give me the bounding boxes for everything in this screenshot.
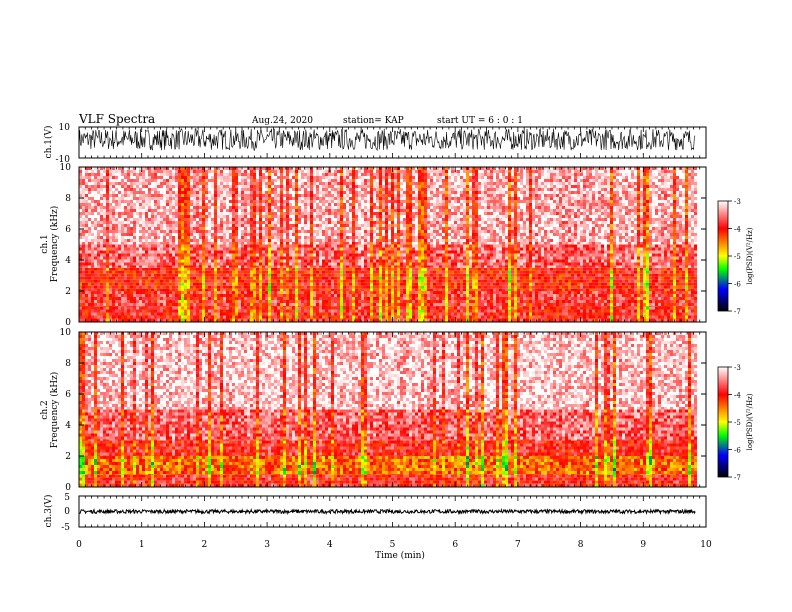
start-time-label: start UT = 6 : 0 : 1 bbox=[437, 116, 523, 126]
ch1-spectrogram-ytick-0: 0 bbox=[65, 318, 71, 328]
colorbar-ch2-label: log(PSD)(V²/Hz) bbox=[746, 393, 754, 450]
x-tick-label-7: 7 bbox=[515, 540, 521, 550]
ch1-spectrogram-ytick-6: 6 bbox=[65, 225, 71, 235]
ch1-ytick-bottom: -10 bbox=[56, 155, 71, 165]
x-tick-label-8: 8 bbox=[578, 540, 584, 550]
x-tick-label-9: 9 bbox=[640, 540, 646, 550]
ch2-spectrogram-ytick-10: 10 bbox=[60, 328, 72, 338]
ch2-spectrogram-ytick-4: 4 bbox=[65, 421, 71, 431]
ch2-spectrogram-ytick-6: 6 bbox=[65, 390, 71, 400]
colorbar-ch1-label: log(PSD)(V²/Hz) bbox=[746, 227, 754, 284]
cbt1-tick--5: -5 bbox=[734, 253, 741, 261]
ch1-waveform-line bbox=[78, 127, 696, 152]
ch2-spectrogram-band-4 bbox=[79, 332, 697, 410]
cbt2-tick--6: -6 bbox=[734, 447, 741, 455]
ch1-spectrogram-ytick-8: 8 bbox=[65, 194, 71, 204]
date-label: Aug.24, 2020 bbox=[251, 116, 313, 126]
x-axis-ticks bbox=[78, 127, 707, 527]
ch2-spectrogram-ylabel: Frequency (kHz) bbox=[49, 372, 60, 449]
ch3-waveform-ylabel: ch.3(V) bbox=[43, 495, 54, 528]
ch3-waveform-line bbox=[78, 507, 696, 516]
ch2-spectrogram-band-3 bbox=[79, 409, 697, 441]
ch2-spectrogram-band-0 bbox=[79, 474, 697, 487]
cbt2-tick--3: -3 bbox=[734, 364, 741, 372]
station-label: station= KAP bbox=[343, 116, 404, 126]
ch1-spectrogram-band-2 bbox=[79, 267, 697, 292]
x-tick-label-3: 3 bbox=[264, 540, 270, 550]
x-axis-tick-labels: 0 1 2 3 4 5 6 7 8 9 10 bbox=[76, 540, 712, 550]
x-axis-label: Time (min) bbox=[375, 550, 425, 561]
ch3-ytick-mid: 0 bbox=[64, 507, 70, 517]
ch2-spectrogram-band-1 bbox=[79, 456, 697, 475]
ch3-ytick-bottom: -5 bbox=[61, 523, 70, 533]
x-tick-label-2: 2 bbox=[202, 540, 208, 550]
ch1-ytick-top: 10 bbox=[59, 123, 71, 133]
ch2-spectrogram-ytick-0: 0 bbox=[65, 483, 71, 493]
figure-title: VLF Spectra bbox=[78, 112, 155, 126]
ch3-ytick-top: 5 bbox=[64, 493, 70, 503]
cbt1-tick--6: -6 bbox=[734, 281, 741, 289]
x-tick-label-6: 6 bbox=[452, 540, 458, 550]
ch1-spectrogram-band-3 bbox=[79, 244, 697, 268]
x-tick-label-4: 4 bbox=[327, 540, 333, 550]
ch1-waveform-ylabel: ch.1(V) bbox=[43, 126, 54, 159]
cbt2-tick--7: -7 bbox=[734, 474, 741, 482]
cbt1-tick--4: -4 bbox=[734, 226, 741, 234]
ch1-spectrogram-ytick-4: 4 bbox=[65, 256, 71, 266]
x-tick-label-10: 10 bbox=[700, 540, 712, 550]
ch1-spectrogram-panel: 0 2 4 6 8 10 ch.1 Frequency (kHz) bbox=[40, 163, 707, 328]
ch2-spectrogram-panel: 0 2 4 6 8 10 ch.2 Frequency (kHz) bbox=[40, 328, 707, 493]
cbt2-tick--4: -4 bbox=[734, 392, 741, 400]
ch1-spectrogram-ytick-2: 2 bbox=[65, 287, 71, 297]
ch3-waveform-panel: 5 0 -5 ch.3(V) bbox=[43, 493, 707, 533]
ch1-spectrogram-ylabel: Frequency (kHz) bbox=[49, 206, 60, 283]
x-tick-label-0: 0 bbox=[76, 540, 82, 550]
ch2-spectrogram-ytick-8: 8 bbox=[65, 359, 71, 369]
ch1-spectrogram-ylabel-channel: ch.1 bbox=[40, 234, 50, 253]
ch1-spectrogram-ytick-10: 10 bbox=[60, 163, 72, 173]
colorbar-ch2: -3 -4 -5 -6 -7 log(PSD)(V²/Hz) bbox=[717, 364, 754, 482]
ch1-spectrogram-band-0 bbox=[79, 306, 697, 322]
x-tick-label-5: 5 bbox=[390, 540, 396, 550]
ch2-spectrogram-band-2 bbox=[79, 440, 697, 456]
cbt1-tick--3: -3 bbox=[734, 198, 741, 206]
ch1-spectrogram-band-1 bbox=[79, 291, 697, 307]
cbt2-tick--5: -5 bbox=[734, 419, 741, 427]
ch1-spectrogram-band-4 bbox=[79, 167, 697, 245]
x-tick-label-1: 1 bbox=[139, 540, 145, 550]
ch2-spectrogram-ytick-2: 2 bbox=[65, 452, 71, 462]
ch1-waveform-panel: 10 -10 ch.1(V) bbox=[43, 123, 707, 165]
cbt1-tick--7: -7 bbox=[734, 308, 741, 316]
ch2-spectrogram-ylabel-channel: ch.2 bbox=[40, 400, 50, 419]
colorbar-ch1: -3 -4 -5 -6 -7 log(PSD)(V²/Hz) bbox=[717, 198, 754, 316]
